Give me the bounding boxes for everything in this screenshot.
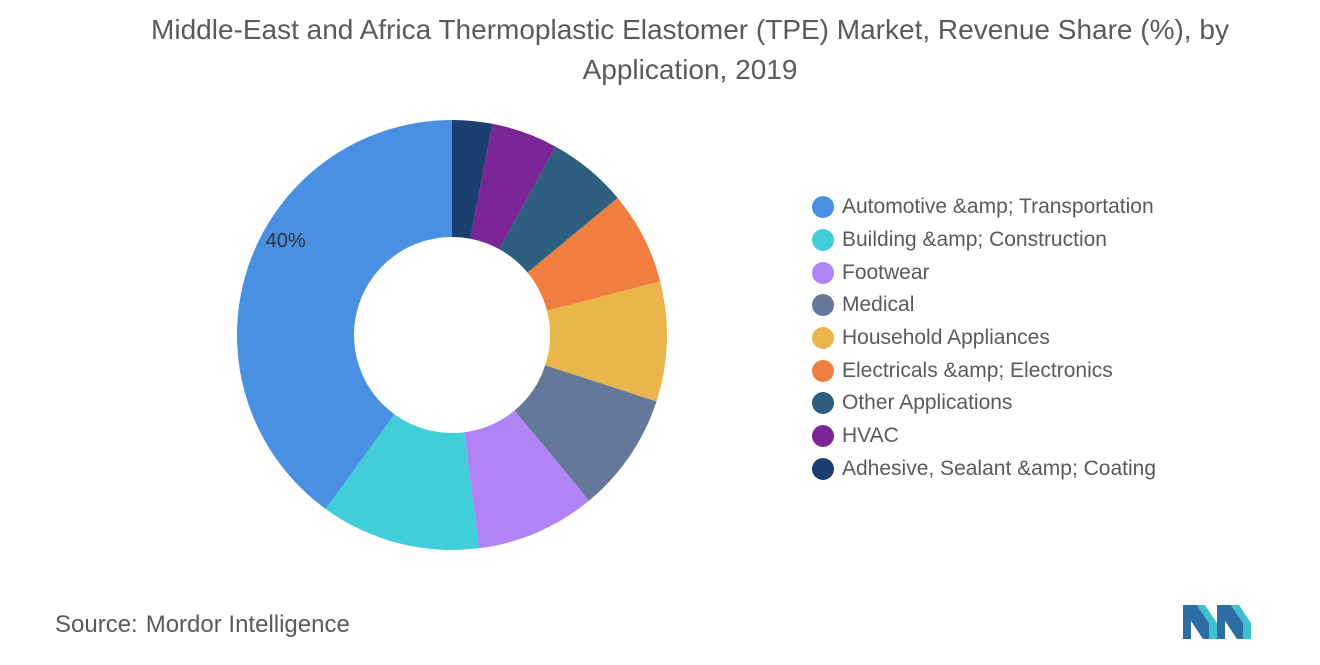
legend-label: Automotive &amp; Transportation — [842, 195, 1154, 219]
legend-label: Household Appliances — [842, 326, 1050, 350]
legend-item-automotive-and-transportation: Automotive &amp; Transportation — [812, 191, 1156, 224]
source-prefix: Source: — [55, 611, 138, 638]
legend-item-other-applications: Other Applications — [812, 387, 1156, 420]
legend-swatch — [812, 392, 834, 415]
legend-swatch — [812, 425, 834, 448]
legend-item-footwear: Footwear — [812, 256, 1156, 289]
legend-item-electricals-and-electronics: Electricals &amp; Electronics — [812, 354, 1156, 387]
legend-item-building-and-construction: Building &amp; Construction — [812, 224, 1156, 257]
source-name: Mordor Intelligence — [145, 611, 350, 638]
legend-item-hvac: HVAC — [812, 420, 1156, 453]
slice-footwear — [464, 410, 590, 549]
slice-hvac — [470, 123, 556, 250]
legend-swatch — [812, 457, 834, 480]
legend-label: Adhesive, Sealant &amp; Coating — [842, 456, 1157, 480]
slice-building-and-construction — [325, 414, 479, 551]
slice-other-applications — [499, 146, 618, 273]
source-note: Source: Mordor Intelligence — [55, 611, 350, 639]
legend-item-medical: Medical — [812, 289, 1156, 322]
slice-medical — [514, 365, 657, 501]
legend-label: Footwear — [842, 260, 930, 284]
slice-household-appliances — [545, 281, 667, 402]
slice-automotive-and-transportation — [237, 120, 452, 509]
legend-label: Other Applications — [842, 391, 1013, 415]
legend-label: Building &amp; Construction — [842, 228, 1107, 252]
legend-swatch — [812, 229, 834, 252]
legend-swatch — [812, 196, 834, 219]
legend-item-adhesive-sealant-and-coating: Adhesive, Sealant &amp; Coating — [812, 453, 1156, 486]
mordor-intelligence-logo — [1183, 605, 1251, 639]
legend-label: Medical — [842, 293, 915, 317]
legend-swatch — [812, 359, 834, 382]
legend-item-household-appliances: Household Appliances — [812, 322, 1156, 355]
legend-swatch — [812, 261, 834, 284]
legend-swatch — [812, 294, 834, 317]
data-label-automotive-and-transportation: 40% — [266, 230, 306, 252]
chart-title: Middle-East and Africa Thermoplastic Ela… — [151, 14, 1229, 85]
slice-electricals-and-electronics — [527, 197, 661, 311]
chart-legend: Automotive &amp; Transportation Building … — [812, 191, 1156, 485]
legend-label: Electricals &amp; Electronics — [842, 358, 1113, 382]
legend-swatch — [812, 327, 834, 350]
slice-adhesive-sealant-and-coating — [452, 120, 493, 239]
donut-chart: 40% — [237, 120, 667, 551]
legend-label: HVAC — [842, 424, 899, 448]
